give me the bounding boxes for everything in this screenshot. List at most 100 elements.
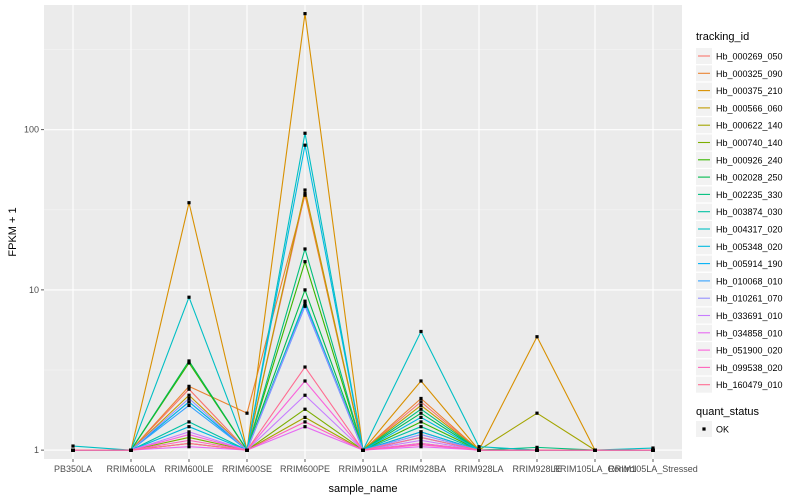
data-point-Hb_000269_050 [303, 191, 307, 196]
legend-label: Hb_010068_010 [716, 276, 783, 286]
x-axis-title: sample_name [328, 483, 397, 495]
shape-legend: quant_status OK [696, 406, 759, 437]
data-point-Hb_000375_210 [419, 379, 423, 383]
data-point-Hb_004317_020 [71, 444, 75, 448]
data-point-Hb_004317_020 [651, 446, 655, 450]
x-tick-label: RRIM928LE [512, 464, 561, 474]
data-point-Hb_099538_020 [303, 420, 307, 424]
data-point-Hb_000566_060 [187, 393, 191, 397]
data-point-Hb_002028_250 [187, 359, 191, 363]
data-point-Hb_160479_010 [535, 448, 539, 452]
data-point-Hb_000375_210 [535, 335, 539, 339]
data-point-Hb_000566_060 [419, 403, 423, 408]
y-axis-title: FPKM + 1 [7, 207, 19, 256]
data-point-Hb_000926_240 [419, 420, 423, 424]
x-tick-label: RRIM901LA [338, 464, 387, 474]
data-point-Hb_034858_010 [419, 445, 423, 449]
data-point-Hb_000375_210 [187, 201, 191, 205]
data-point-Hb_010068_010 [187, 403, 191, 408]
x-tick-label: RRIM105LA_Stressed [608, 464, 698, 474]
x-tick-label: RRIM928LA [454, 464, 503, 474]
legend-label: Hb_034858_010 [716, 328, 783, 338]
data-point-Hb_004317_020 [419, 329, 423, 334]
x-tick-label: RRIM600SE [222, 464, 272, 474]
data-point-Hb_004317_020 [187, 295, 191, 299]
legend-label: Hb_002235_330 [716, 190, 783, 200]
data-point-Hb_000740_140 [187, 435, 191, 440]
legend-label: Hb_010261_070 [716, 294, 783, 304]
legend-label: Hb_000269_050 [716, 52, 783, 62]
y-tick-label: 1 [34, 445, 39, 455]
x-tick-label: RRIM105LA_Control [553, 464, 636, 474]
data-point-Hb_005348_020 [419, 415, 423, 420]
x-tick-label: RRIM600PE [280, 464, 330, 474]
data-point-Hb_005914_190 [303, 302, 307, 306]
legend-label: Hb_000622_140 [716, 121, 783, 131]
data-point-Hb_000269_050 [419, 400, 423, 404]
data-point-Hb_010261_070 [187, 396, 191, 401]
y-tick-label: 10 [29, 285, 39, 295]
data-point-Hb_000325_090 [187, 384, 191, 388]
legend-label: Hb_000375_210 [716, 86, 783, 96]
legend-label: Hb_000566_060 [716, 103, 783, 113]
x-tick-label: RRIM928BA [396, 464, 446, 474]
data-point-Hb_000622_140 [303, 415, 307, 420]
data-point-Hb_000325_090 [419, 396, 423, 401]
data-point-Hb_160479_010 [187, 441, 191, 446]
data-point-Hb_034858_010 [187, 445, 191, 449]
x-tick-label: RRIM600LE [164, 464, 213, 474]
data-point-Hb_160479_010 [129, 448, 133, 452]
x-axis: PB350LA RRIM600LA RRIM600LE RRIM600SE RRIM60… [54, 459, 698, 474]
data-point-Hb_005348_020 [187, 425, 191, 429]
data-point-Hb_160479_010 [245, 448, 249, 452]
data-point-Hb_000926_240 [303, 260, 307, 264]
legend-label: Hb_004317_020 [716, 225, 783, 235]
data-point-Hb_005914_190 [419, 430, 423, 434]
color-legend: tracking_id Hb_000269_050 Hb_000325_090 Hb_… [696, 31, 783, 393]
shape-legend-label: OK [716, 425, 729, 435]
x-tick-label: RRIM600LA [106, 464, 155, 474]
data-point-Hb_033691_010 [303, 393, 307, 397]
legend-label: Hb_000740_140 [716, 138, 783, 148]
data-point-Hb_000269_050 [187, 387, 191, 391]
legend-label: Hb_099538_020 [716, 363, 783, 373]
data-point-Hb_099538_020 [419, 443, 423, 447]
shape-legend-key-point [702, 427, 706, 431]
data-point-Hb_160479_010 [71, 448, 75, 452]
data-point-Hb_034858_010 [303, 425, 307, 429]
legend-label: Hb_005348_020 [716, 242, 783, 252]
data-point-Hb_000325_090 [303, 193, 307, 197]
data-point-Hb_000566_060 [303, 188, 307, 192]
grid-lines [44, 5, 682, 459]
data-point-Hb_002028_250 [303, 288, 307, 292]
data-point-Hb_000926_240 [187, 361, 191, 365]
y-axis: 1 10 100 [24, 125, 44, 455]
legend-label: Hb_003874_030 [716, 207, 783, 217]
data-point-Hb_010261_070 [303, 303, 307, 308]
data-points [71, 12, 655, 452]
legend-label: Hb_002028_250 [716, 173, 783, 183]
data-point-Hb_000325_090 [245, 411, 249, 415]
data-point-Hb_000740_140 [303, 407, 307, 411]
data-point-Hb_003874_030 [187, 420, 191, 424]
data-point-Hb_160479_010 [593, 448, 597, 452]
data-point-Hb_002235_330 [535, 445, 539, 449]
data-point-Hb_002235_330 [419, 407, 423, 411]
legend-label: Hb_160479_010 [716, 380, 783, 390]
data-point-Hb_000375_210 [303, 12, 307, 16]
data-point-Hb_160479_010 [303, 365, 307, 369]
data-point-Hb_004317_020 [477, 445, 481, 449]
data-point-Hb_160479_010 [419, 435, 423, 440]
legend-title: tracking_id [696, 31, 749, 43]
data-point-Hb_003874_030 [419, 425, 423, 429]
data-point-Hb_000622_140 [535, 411, 539, 415]
data-point-Hb_160479_010 [651, 448, 655, 452]
data-point-Hb_160479_010 [361, 448, 365, 452]
data-point-Hb_005348_020 [303, 143, 307, 147]
data-point-Hb_004317_020 [303, 131, 307, 135]
shape-legend-title: quant_status [696, 406, 759, 418]
data-point-Hb_099538_020 [187, 438, 191, 442]
data-point-Hb_160479_010 [477, 448, 481, 452]
data-point-Hb_005914_190 [187, 400, 191, 404]
data-point-Hb_051900_020 [303, 379, 307, 383]
